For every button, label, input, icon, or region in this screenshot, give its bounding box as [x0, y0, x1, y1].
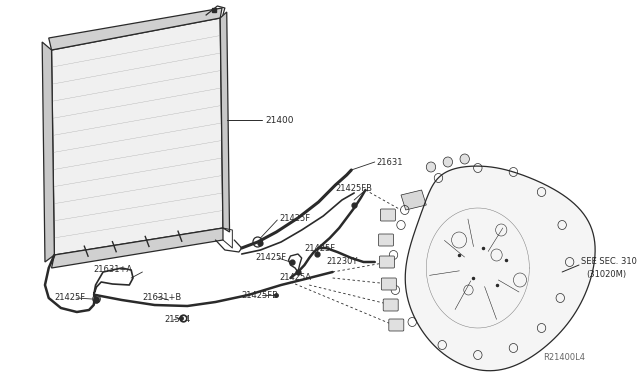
Text: 21230Y: 21230Y — [326, 257, 357, 266]
Text: 21425F: 21425F — [256, 253, 287, 263]
Circle shape — [460, 154, 469, 164]
Polygon shape — [42, 42, 54, 262]
Polygon shape — [220, 12, 230, 232]
Circle shape — [443, 157, 452, 167]
Text: SEE SEC. 310: SEE SEC. 310 — [581, 257, 637, 266]
Text: 21514: 21514 — [164, 315, 190, 324]
Text: 21425F: 21425F — [279, 214, 310, 222]
Polygon shape — [52, 18, 223, 255]
Polygon shape — [405, 166, 595, 371]
FancyBboxPatch shape — [380, 209, 396, 221]
Text: (31020M): (31020M) — [586, 270, 627, 279]
FancyBboxPatch shape — [381, 278, 396, 290]
Text: 21425FB: 21425FB — [242, 291, 279, 299]
Polygon shape — [49, 8, 222, 50]
Text: 21425FB: 21425FB — [335, 183, 372, 192]
FancyBboxPatch shape — [380, 256, 394, 268]
Text: 21400: 21400 — [265, 115, 294, 125]
Text: 21631+B: 21631+B — [143, 294, 182, 302]
Text: R21400L4: R21400L4 — [543, 353, 586, 362]
FancyBboxPatch shape — [378, 234, 394, 246]
Polygon shape — [52, 228, 223, 268]
Text: 21631: 21631 — [376, 157, 403, 167]
FancyBboxPatch shape — [389, 319, 404, 331]
Circle shape — [426, 162, 436, 172]
Text: 21425A: 21425A — [279, 273, 311, 282]
Polygon shape — [401, 190, 426, 210]
Text: 21425F: 21425F — [305, 244, 335, 253]
FancyBboxPatch shape — [383, 299, 398, 311]
Text: 21425F: 21425F — [54, 294, 86, 302]
Text: 21631+A: 21631+A — [93, 266, 133, 275]
